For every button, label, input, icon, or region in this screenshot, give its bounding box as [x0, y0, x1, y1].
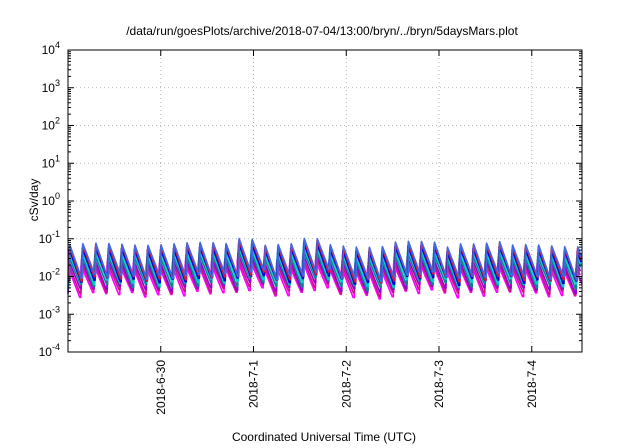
x-axis-label: Coordinated Universal Time (UTC) — [232, 430, 416, 444]
series-line — [67, 256, 581, 298]
y-tick-label: 10-3 — [39, 304, 60, 321]
grid-layer — [68, 50, 582, 352]
x-tick-label: 2018-7-1 — [247, 360, 261, 408]
x-tick-label: 2018-7-4 — [525, 360, 539, 408]
series-line — [67, 252, 582, 294]
tick-layer: 10-4 10-3 10-2 10-1 100 101 102 103 104 2018-6-30… — [39, 40, 582, 415]
x-tick-label: 2018-7-3 — [432, 360, 446, 408]
y-tick-label: 10-2 — [39, 267, 60, 284]
y-tick-label: 104 — [42, 40, 60, 57]
series-line — [67, 259, 583, 300]
y-tick-label: 103 — [42, 78, 60, 95]
y-tick-label: 10-1 — [39, 229, 60, 246]
y-tick-label: 101 — [42, 153, 60, 170]
y-tick-label: 10-4 — [39, 342, 60, 359]
series-line — [68, 237, 583, 283]
x-tick-label: 2018-7-2 — [339, 360, 353, 408]
y-tick-label: 100 — [42, 191, 60, 208]
x-tick-label: 2018-6-30 — [154, 360, 168, 415]
y-tick-label: 102 — [42, 116, 60, 133]
chart-title: /data/run/goesPlots/archive/2018-07-04/1… — [126, 24, 518, 38]
series-layer — [67, 237, 583, 300]
series-line — [67, 249, 582, 292]
series-line — [68, 239, 583, 284]
series-line — [68, 245, 582, 288]
series-line — [68, 242, 582, 287]
y-axis-label: cSv/day — [27, 179, 41, 222]
